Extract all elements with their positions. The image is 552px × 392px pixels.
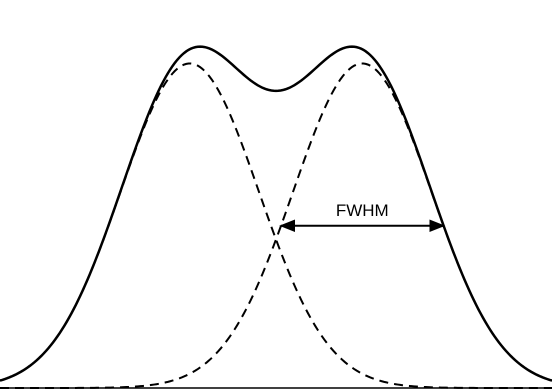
right-component-dashed-curve bbox=[0, 62, 552, 389]
sum-solid-curve bbox=[0, 45, 552, 382]
left-component-dashed-curve bbox=[0, 62, 552, 389]
fwhm-label: FWHM bbox=[336, 201, 389, 220]
